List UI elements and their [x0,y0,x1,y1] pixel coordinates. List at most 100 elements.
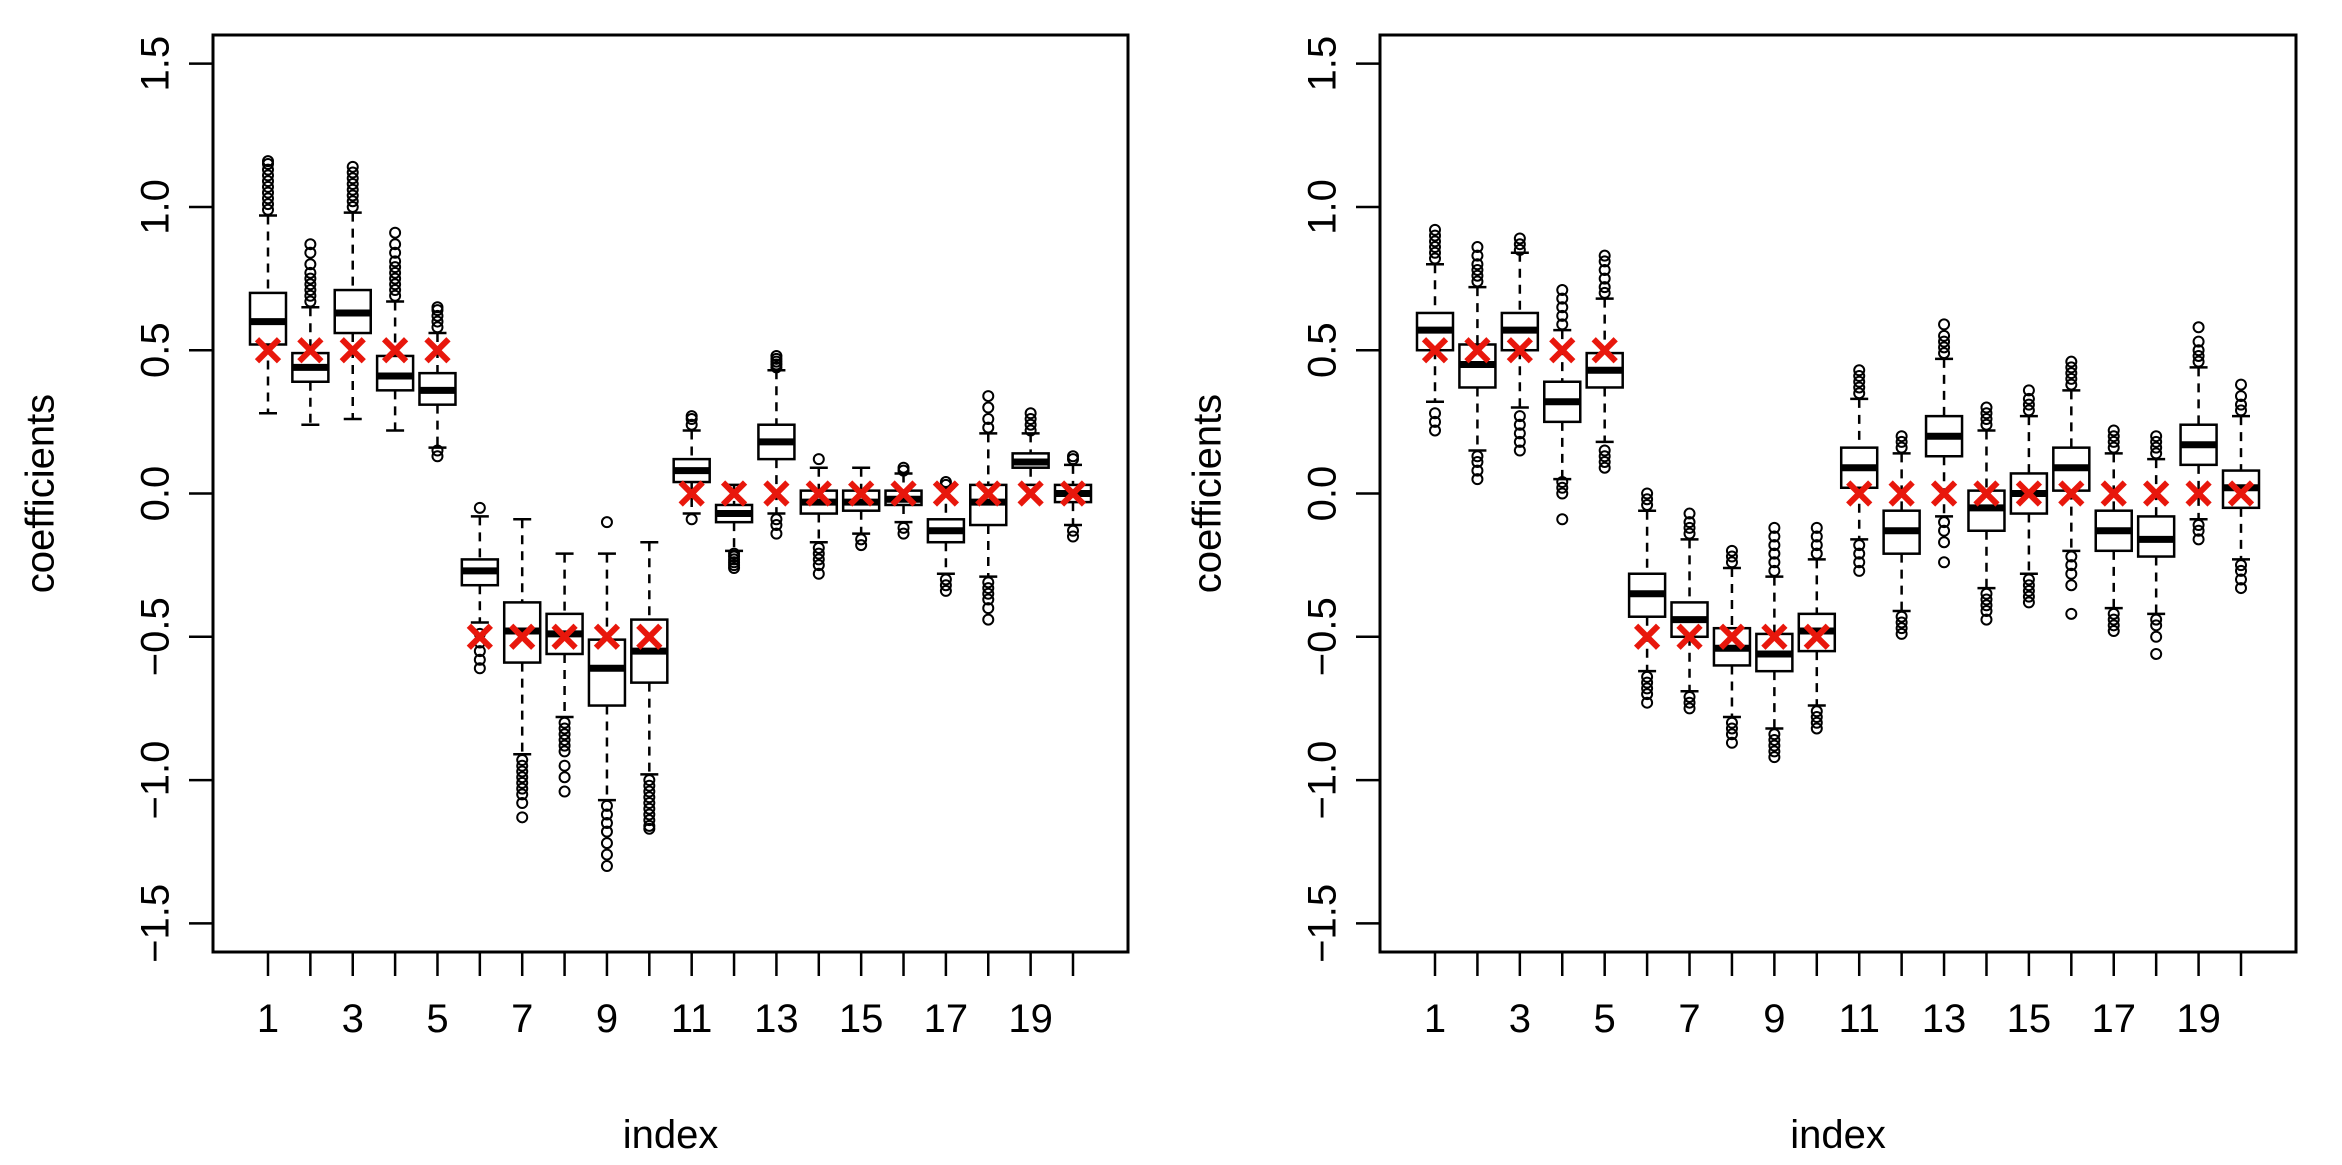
true-value-marker [1059,480,1087,507]
outlier-point [1853,364,1866,377]
outlier-point [812,453,825,466]
true-value-stroke [466,623,493,650]
outlier-point [1980,401,1993,414]
outlier-point [1471,263,1484,276]
outlier-point [262,180,274,193]
right-y-tick-label: −1.5 [1301,884,1345,963]
left-panel: −1.5−1.0−0.50.00.51.01.51 3 5 7 9 11 13 15 17 19i… [19,33,1130,1157]
true-value-marker [848,480,875,507]
true-value-marker [339,337,366,364]
outlier-point [346,166,359,179]
left-box-11 [672,410,711,526]
outlier-point [558,722,571,735]
outlier-point [1810,539,1823,552]
outlier-point [982,421,995,434]
outlier-point [1853,370,1866,383]
true-value-marker [890,480,917,507]
true-value-stroke [1633,623,1661,650]
outlier-point [1641,670,1654,683]
outlier-point [1810,716,1823,729]
outlier-point [262,163,274,176]
left-y-tick-label: 1.0 [134,179,178,235]
outlier-point [262,175,274,188]
outlier-point [2150,441,2163,454]
outlier-point [812,541,825,554]
left-x-tick-label: 3 [342,997,364,1041]
outlier-point [1598,450,1611,463]
outlier-point [600,516,613,529]
right-box-17 [2094,424,2133,638]
outlier-point [1768,733,1781,746]
right-box-8 [1712,544,1752,749]
outlier-point [516,796,529,809]
true-value-stroke [932,480,960,507]
outlier-point [855,533,868,546]
outlier-point [304,284,317,297]
left-y-tick-label: 0.0 [134,466,178,522]
true-value-stroke [1846,480,1873,507]
outlier-point [2192,335,2205,348]
outlier-point [1067,450,1079,463]
outlier-point [389,284,402,297]
outlier-point [389,226,402,239]
outlier-point [2022,573,2035,586]
outlier-point [855,539,868,552]
right-box-14 [1967,401,2006,626]
outlier-point [600,848,613,861]
outlier-point [262,169,274,182]
outlier-point [1725,544,1738,557]
outlier-point [1768,739,1781,752]
iqr-box [587,638,627,707]
true-value-stroke [805,480,832,507]
outlier-point [1024,424,1037,437]
outlier-point [1429,223,1441,236]
outlier-point [304,238,317,251]
true-value-marker [1973,480,2000,507]
true-value-marker [1761,623,1788,650]
true-value-marker [678,480,705,507]
right-x-tick-label: 3 [1509,997,1531,1041]
outlier-point [685,418,698,431]
outlier-point [2065,607,2078,620]
outlier-point [1556,292,1569,305]
left-x-tick-label: 5 [426,997,448,1041]
outlier-point [643,774,656,787]
outlier-point [346,178,359,191]
true-value-marker [1676,623,1703,650]
outlier-point [1980,599,1993,612]
right-box-2 [1458,241,1497,486]
left-box-6 [460,501,500,675]
outlier-point [2235,404,2247,417]
true-value-marker [381,337,409,364]
left-box-15 [841,466,881,552]
right-panel: −1.5−1.0−0.50.00.51.01.51 3 5 7 9 11 13 15 17 19i… [1186,33,2298,1157]
outlier-point [982,401,995,414]
outlier-point [2192,321,2205,334]
true-value-stroke [763,480,790,507]
true-value-marker [254,337,282,364]
outlier-point [558,728,571,741]
outlier-point [600,808,613,821]
outlier-point [1598,263,1611,276]
right-x-tick-label: 19 [2176,997,2221,1041]
outlier-point [1725,550,1738,563]
true-value-marker [1888,480,1915,507]
right-box-7 [1670,507,1709,715]
outlier-point [262,192,274,205]
outlier-point [1938,335,1951,348]
true-value-marker [720,480,748,507]
outlier-point [1725,716,1738,729]
outlier-point [1768,539,1781,552]
true-value-marker [1421,337,1449,364]
outlier-point [643,808,656,821]
right-box-12 [1882,430,1921,640]
outlier-point [1641,682,1654,695]
outlier-point [516,788,529,801]
left-box-9 [587,516,627,873]
outlier-point [1768,556,1781,569]
outlier-point [2022,596,2035,609]
outlier-point [1556,481,1569,494]
outlier-point [389,238,402,251]
right-y-axis-title: coefficients [1186,394,1230,593]
true-value-stroke [678,480,705,507]
